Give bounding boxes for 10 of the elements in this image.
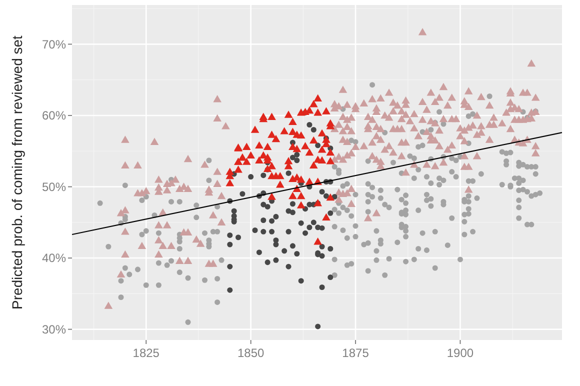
y-tick-label: 50%	[42, 180, 66, 194]
y-tick-label: 60%	[42, 108, 66, 123]
x-tick-label: 1850	[237, 346, 264, 360]
x-tick-label: 1875	[342, 346, 370, 360]
y-tick-label: 40%	[42, 251, 66, 266]
y-axis-title: Predicted prob. of coming from reviewed set	[9, 35, 25, 310]
x-tick-label: 1900	[446, 346, 474, 360]
x-tick-label: 1825	[132, 346, 160, 360]
y-tick-label: 70%	[42, 37, 66, 52]
y-tick-label: 30%	[42, 322, 66, 337]
